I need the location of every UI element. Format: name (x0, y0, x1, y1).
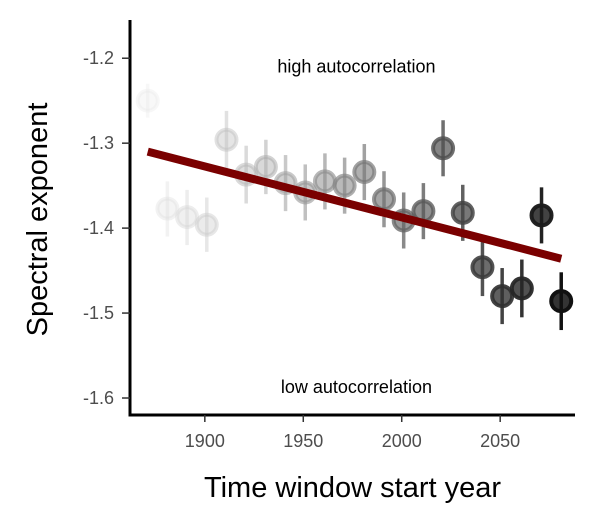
y-tick-label: -1.4 (83, 218, 114, 238)
trend-line (146, 147, 563, 263)
trend (146, 147, 563, 263)
data-point (352, 160, 377, 185)
annotations: high autocorrelation low autocorrelation (277, 57, 435, 397)
data-point (372, 187, 397, 212)
data-point (332, 173, 357, 198)
data-point (470, 255, 495, 280)
data-point (214, 127, 239, 152)
annotation-label: high autocorrelation (277, 57, 435, 77)
x-axis-title: Time window start year (204, 472, 501, 504)
data-point (253, 154, 278, 179)
y-tick-label: -1.5 (83, 303, 114, 323)
ticks: 1900 1950 2000 2050 -1.2 -1.3 -1.4 -1.5 -1.6 (83, 48, 520, 451)
data-point (549, 289, 574, 314)
y-tick-label: -1.3 (83, 133, 114, 153)
data-points (135, 88, 574, 314)
data-point (135, 88, 160, 113)
data-point (155, 196, 180, 221)
data-point (312, 169, 337, 194)
annotation-label: low autocorrelation (281, 377, 432, 397)
y-axis-title: Spectral exponent (22, 103, 54, 337)
x-tick-label: 1950 (283, 431, 323, 451)
data-point (450, 200, 475, 225)
y-tick-label: -1.6 (83, 388, 114, 408)
data-point (431, 136, 456, 161)
data-point (529, 203, 554, 228)
y-tick-label: -1.2 (83, 48, 114, 68)
x-tick-label: 2000 (382, 431, 422, 451)
error-bars (145, 83, 563, 331)
data-point (194, 212, 219, 237)
data-point (490, 284, 515, 309)
data-point (509, 276, 534, 301)
data-point (175, 205, 200, 230)
x-tick-label: 2050 (480, 431, 520, 451)
x-tick-label: 1900 (185, 431, 225, 451)
